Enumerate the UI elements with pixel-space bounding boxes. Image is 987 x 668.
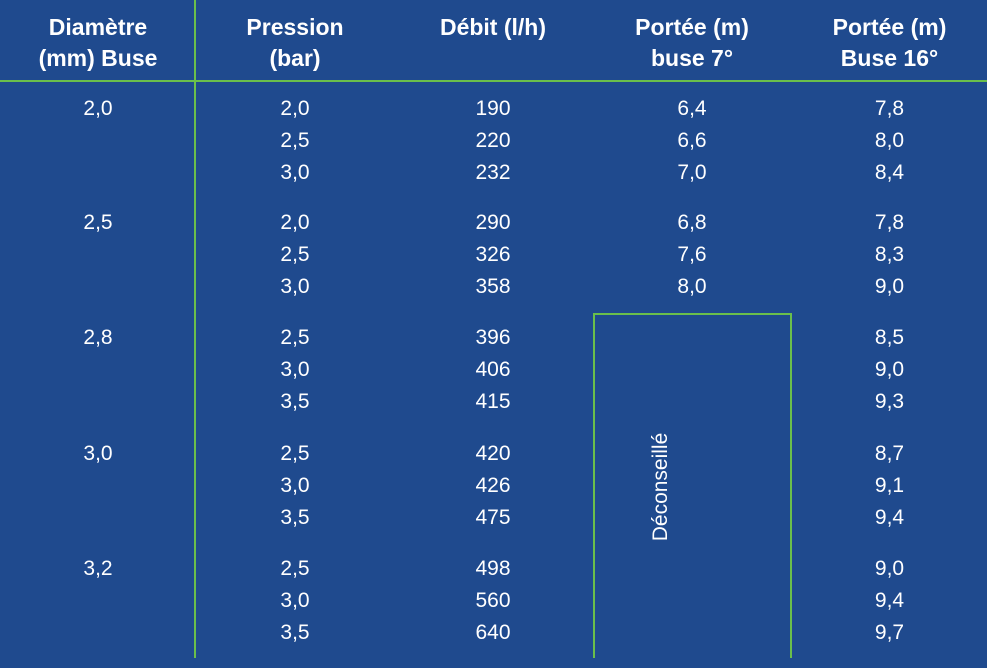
- cell-pressure: 3,0: [280, 161, 310, 184]
- cell-pressure: 2,5: [280, 326, 310, 349]
- cell-pressure: 3,5: [280, 390, 310, 413]
- cell-range-7: 6,8: [677, 211, 707, 234]
- cell-range-7: 8,0: [677, 275, 707, 298]
- cell-flow: 358: [475, 275, 511, 298]
- not-recommended-label: Déconseillé: [649, 432, 672, 542]
- cell-diameter: 2,5: [83, 211, 113, 234]
- header-pressure: Pression (bar): [246, 14, 344, 71]
- header-flow: Débit (l/h): [439, 13, 547, 40]
- cell-range-16: 9,0: [874, 358, 905, 381]
- cell-range-7: 6,4: [677, 97, 707, 120]
- cell-pressure: 2,0: [280, 97, 310, 120]
- cell-flow: 426: [475, 474, 511, 497]
- cell-range-16: 7,8: [874, 211, 905, 234]
- cell-flow: 498: [475, 557, 511, 580]
- cell-range-16: 9,7: [874, 621, 905, 644]
- cell-range-7: 6,6: [677, 129, 707, 152]
- cell-pressure: 3,5: [280, 621, 310, 644]
- cell-range-7: 7,6: [677, 243, 707, 266]
- cell-range-16: 9,0: [874, 275, 905, 298]
- cell-flow: 190: [475, 97, 511, 120]
- cell-pressure: 3,0: [280, 589, 310, 612]
- cell-flow: 326: [475, 243, 511, 266]
- header-divider: [0, 80, 987, 82]
- cell-flow: 290: [475, 211, 511, 234]
- cell-range-16: 9,4: [874, 589, 905, 612]
- cell-flow: 420: [475, 442, 511, 465]
- cell-flow: 220: [475, 129, 511, 152]
- cell-range-16: 9,4: [874, 506, 905, 529]
- cell-pressure: 2,5: [280, 243, 310, 266]
- cell-flow: 640: [475, 621, 511, 644]
- cell-range-16: 8,4: [874, 161, 905, 184]
- cell-range-16: 8,5: [874, 326, 905, 349]
- cell-diameter: 2,8: [83, 326, 113, 349]
- not-recommended-box: [593, 313, 792, 658]
- cell-pressure: 3,0: [280, 358, 310, 381]
- cell-range-7: 7,0: [677, 161, 707, 184]
- cell-flow: 475: [475, 506, 511, 529]
- cell-diameter: 2,0: [83, 97, 113, 120]
- cell-pressure: 3,0: [280, 474, 310, 497]
- cell-range-16: 9,3: [874, 390, 905, 413]
- cell-diameter: 3,2: [83, 557, 113, 580]
- cell-diameter: 3,0: [83, 442, 113, 465]
- cell-pressure: 3,5: [280, 506, 310, 529]
- header-range-7: Portée (m) buse 7°: [635, 14, 749, 71]
- header-range-16: Portée (m) Buse 16°: [832, 14, 947, 71]
- column-divider: [194, 0, 196, 658]
- cell-range-16: 8,0: [874, 129, 905, 152]
- cell-flow: 406: [475, 358, 511, 381]
- cell-pressure: 2,5: [280, 129, 310, 152]
- cell-pressure: 2,5: [280, 442, 310, 465]
- cell-range-16: 7,8: [874, 97, 905, 120]
- cell-flow: 415: [475, 390, 511, 413]
- cell-range-16: 9,1: [874, 474, 905, 497]
- cell-pressure: 2,0: [280, 211, 310, 234]
- cell-pressure: 2,5: [280, 557, 310, 580]
- cell-flow: 232: [475, 161, 511, 184]
- cell-pressure: 3,0: [280, 275, 310, 298]
- cell-flow: 396: [475, 326, 511, 349]
- cell-range-16: 8,7: [874, 442, 905, 465]
- cell-range-16: 9,0: [874, 557, 905, 580]
- cell-range-16: 8,3: [874, 243, 905, 266]
- cell-flow: 560: [475, 589, 511, 612]
- header-diameter: Diamètre (mm) Buse: [38, 14, 158, 71]
